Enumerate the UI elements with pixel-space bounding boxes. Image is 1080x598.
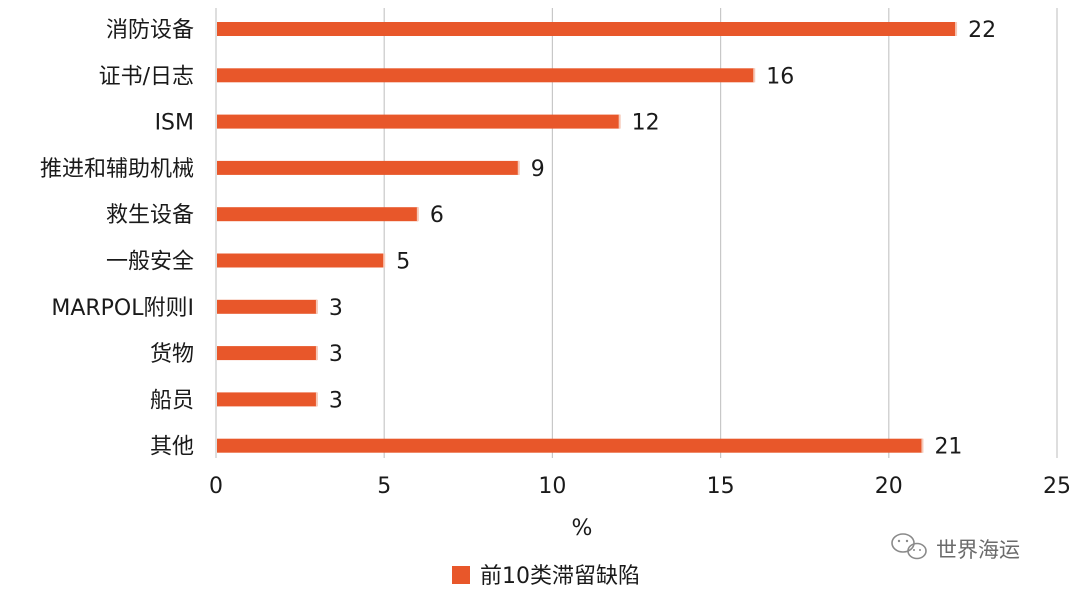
wechat-icon: [891, 533, 927, 560]
watermark: 世界海运: [891, 533, 1020, 562]
data-label: 3: [329, 342, 343, 367]
legend-label: 前10类滞留缺陷: [480, 564, 640, 589]
bar: [217, 346, 317, 361]
bar: [217, 160, 519, 175]
bar: [217, 438, 923, 453]
data-labels: 22 16 12 9 65 3 3 3 21: [329, 18, 996, 460]
data-label: 12: [632, 111, 660, 136]
x-tick-label: 5: [377, 474, 391, 499]
legend-swatch: [452, 566, 470, 584]
bar: [217, 114, 620, 129]
category-label: 船员: [150, 388, 194, 413]
bar: [217, 68, 755, 83]
category-label: 一般安全: [106, 250, 194, 275]
watermark-text: 世界海运: [936, 538, 1020, 562]
category-label: 货物: [150, 342, 194, 367]
x-tick-labels: 0 5 10 15 20 25: [209, 474, 1071, 499]
x-tick-label: 15: [707, 474, 735, 499]
category-label: 其他: [150, 435, 194, 460]
data-label: 3: [329, 296, 343, 321]
x-tick-label: 10: [538, 474, 566, 499]
category-label: 消防设备: [106, 18, 194, 43]
bar: [217, 22, 957, 36]
bar: [217, 207, 418, 222]
data-label: 5: [396, 250, 410, 275]
legend: 前10类滞留缺陷: [452, 564, 640, 589]
category-label: MARPOL附则Ⅰ: [51, 296, 194, 321]
bars: [217, 22, 958, 453]
category-label: 推进和辅助机械: [40, 157, 194, 182]
category-label: ISM: [155, 111, 194, 136]
data-label: 9: [531, 157, 545, 182]
x-tick-label: 25: [1043, 474, 1071, 499]
bar: [217, 253, 385, 268]
category-label: 证书/日志: [99, 64, 194, 89]
bar: [217, 299, 317, 314]
bar: [217, 392, 317, 407]
data-label: 3: [329, 388, 343, 413]
x-axis-title: %: [572, 516, 593, 541]
data-label: 22: [968, 18, 996, 43]
x-tick-label: 20: [875, 474, 903, 499]
data-label: 6: [430, 203, 444, 228]
category-label: 救生设备: [106, 203, 194, 228]
data-label: 16: [766, 64, 794, 89]
x-tick-label: 0: [209, 474, 223, 499]
data-label: 21: [934, 435, 962, 460]
grid-lines: [215, 8, 1058, 458]
